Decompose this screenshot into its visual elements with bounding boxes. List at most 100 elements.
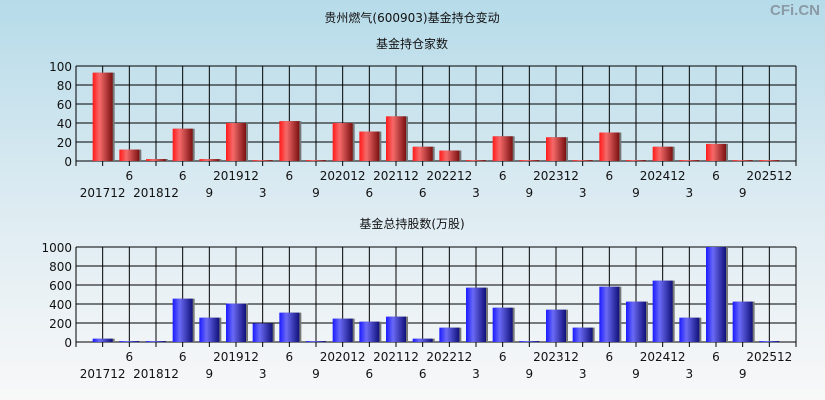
bar (172, 298, 193, 342)
y-tick-label: 1000 (41, 241, 72, 255)
bar (492, 307, 513, 342)
bar (146, 341, 166, 343)
x-tick-label: 202012 (320, 350, 366, 364)
bar (306, 341, 326, 343)
chart-fund-count: 0204060801002017126201812692019123692020… (49, 60, 797, 200)
main-title: 贵州燃气(600903)基金持仓变动 (324, 10, 499, 25)
x-tick-label: 201712 (80, 186, 126, 200)
bar (412, 338, 433, 342)
x-tick-label: 3 (259, 367, 267, 381)
x-tick-label: 202212 (426, 350, 472, 364)
x-tick-label: 6 (126, 350, 134, 364)
x-tick-label: 3 (579, 367, 587, 381)
bar (679, 160, 700, 162)
x-tick-label: 3 (686, 186, 694, 200)
bar (466, 160, 486, 162)
x-tick-label: 202312 (533, 350, 579, 364)
bar (626, 160, 646, 162)
bar (386, 316, 406, 342)
chart-title-bottom: 基金总持股数(万股) (359, 216, 464, 231)
bar (359, 321, 380, 342)
bar (599, 286, 620, 342)
y-tick-label: 80 (57, 79, 72, 93)
x-tick-label: 9 (206, 367, 214, 381)
x-tick-label: 202212 (426, 169, 472, 183)
bar (306, 160, 326, 162)
bar (679, 317, 700, 342)
x-tick-label: 9 (739, 367, 747, 381)
bar (226, 303, 246, 342)
bar (119, 149, 140, 161)
y-tick-label: 100 (49, 60, 72, 74)
bar (572, 160, 593, 162)
x-tick-label: 9 (312, 186, 320, 200)
bar (732, 301, 753, 342)
x-tick-label: 9 (632, 186, 640, 200)
bar (546, 309, 566, 342)
bar (92, 72, 113, 161)
x-tick-label: 201712 (80, 367, 126, 381)
bar (519, 160, 540, 162)
bar (172, 128, 193, 161)
bar (226, 123, 246, 161)
x-tick-label: 202112 (373, 350, 419, 364)
bar (466, 287, 486, 342)
bar (119, 341, 140, 343)
x-tick-label: 6 (179, 169, 187, 183)
bar (732, 160, 753, 162)
x-tick-label: 202312 (533, 169, 579, 183)
y-tick-label: 800 (49, 260, 72, 274)
watermark-logo: CFi.CN (770, 2, 820, 19)
x-tick-label: 9 (206, 186, 214, 200)
bar (332, 318, 353, 342)
bar (199, 159, 220, 161)
bar (252, 160, 273, 162)
x-tick-label: 3 (472, 367, 480, 381)
x-tick-label: 6 (419, 186, 427, 200)
x-tick-label: 6 (712, 350, 720, 364)
bar (252, 323, 273, 342)
bar (386, 116, 406, 161)
y-tick-label: 400 (49, 298, 72, 312)
y-tick-label: 40 (57, 117, 72, 131)
bar (279, 121, 300, 161)
x-tick-label: 9 (526, 186, 534, 200)
x-tick-label: 6 (179, 350, 187, 364)
x-tick-label: 6 (419, 367, 427, 381)
bar (626, 301, 646, 342)
bar (412, 146, 433, 161)
x-tick-label: 201912 (213, 350, 259, 364)
x-tick-label: 6 (366, 367, 374, 381)
bar (279, 312, 300, 342)
x-tick-label: 201912 (213, 169, 259, 183)
x-tick-label: 201812 (133, 186, 179, 200)
x-tick-label: 6 (286, 350, 294, 364)
bar (599, 132, 620, 161)
x-tick-label: 9 (526, 367, 534, 381)
bar (92, 338, 113, 342)
bar (546, 137, 566, 161)
x-tick-label: 202012 (320, 169, 366, 183)
bar (519, 341, 540, 343)
y-tick-label: 0 (64, 336, 72, 350)
y-tick-label: 200 (49, 317, 72, 331)
x-tick-label: 201812 (133, 367, 179, 381)
x-tick-label: 6 (366, 186, 374, 200)
x-tick-label: 202112 (373, 169, 419, 183)
bar (652, 280, 673, 342)
y-tick-label: 60 (57, 98, 72, 112)
x-tick-label: 6 (712, 169, 720, 183)
bar (492, 136, 513, 161)
bar (759, 341, 780, 343)
x-tick-label: 3 (259, 186, 267, 200)
x-tick-label: 9 (632, 367, 640, 381)
x-tick-label: 202412 (640, 169, 686, 183)
y-tick-label: 600 (49, 279, 72, 293)
bar (439, 327, 460, 342)
x-tick-label: 6 (606, 350, 614, 364)
x-tick-label: 9 (739, 186, 747, 200)
bar (199, 317, 220, 342)
bar (439, 150, 460, 161)
chart-title-top: 基金持仓家数 (376, 36, 448, 51)
x-tick-label: 6 (126, 169, 134, 183)
